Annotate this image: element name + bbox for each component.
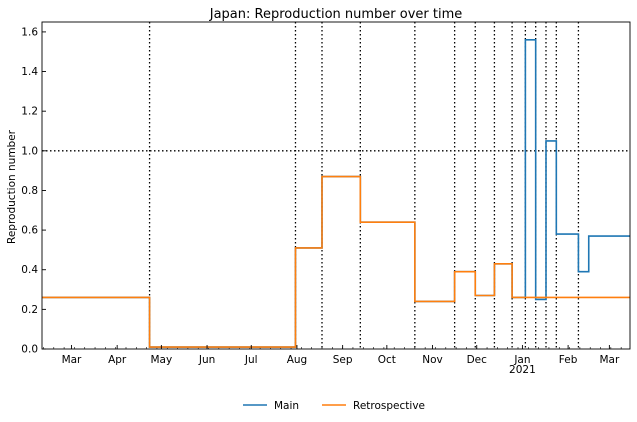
x-tick-label: Apr [108,354,127,366]
y-tick-label: 1.0 [21,145,38,157]
x-tick-label: Oct [378,354,396,366]
x-tick-label: Mar [599,354,619,366]
x-tick-label: Nov [422,354,443,366]
x-tick-label: Jun [198,354,215,366]
x-tick-label: Mar [62,354,82,366]
x-tick-label: Dec [467,354,488,366]
series-line-retrospective [42,175,630,348]
y-tick-label: 0.4 [21,264,38,276]
y-axis-label: Reproduction number [6,129,18,244]
x-tick-label: Aug [287,354,308,366]
y-tick-label: 1.6 [21,26,38,38]
x-tick-label: Sep [333,354,353,366]
x-tick-sublabel: 2021 [509,364,536,376]
plot-area: 0.0 0.2 0.4 0.6 0.8 1.0 1.2 1.4 1.6 Mar Apr May Jun J… [21,21,631,376]
series-line-main [42,39,630,348]
y-tick-label: 1.2 [21,106,38,118]
x-tick-label: Jul [244,354,258,366]
y-tick-label: 1.4 [21,66,38,78]
legend: Main Retrospective [243,400,425,412]
legend-label-main: Main [274,400,299,412]
x-tick-label: Jan [513,354,530,366]
x-tick-label: Feb [559,354,578,366]
legend-label-retrospective: Retrospective [353,400,425,412]
x-tick-label: May [151,354,173,366]
y-tick-label: 0.6 [21,225,38,237]
chart-title: Japan: Reproduction number over time [209,7,463,22]
y-tick-label: 0.0 [21,344,38,356]
axes-frame [41,21,631,350]
y-tick-label: 0.2 [21,304,38,316]
y-tick-label: 0.8 [21,185,38,197]
